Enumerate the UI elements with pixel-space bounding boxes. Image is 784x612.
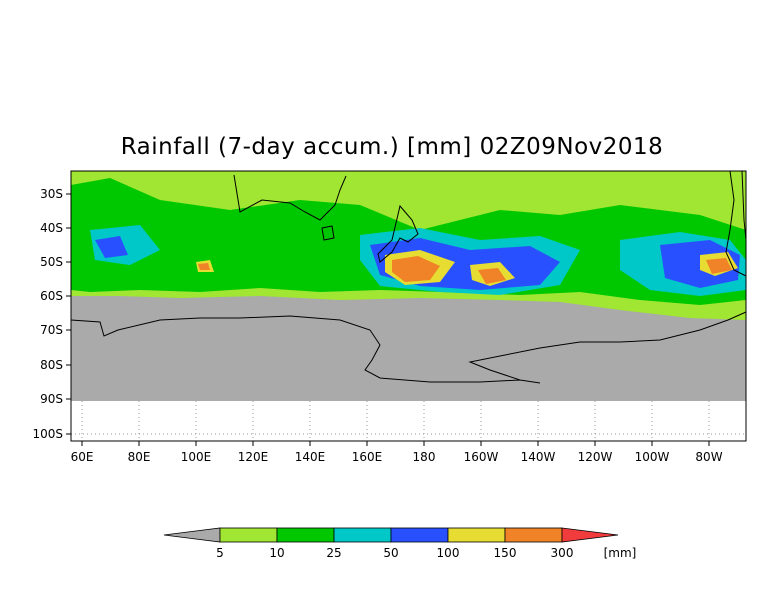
lon-label: 60E — [71, 450, 94, 464]
lon-label: 160E — [352, 450, 383, 464]
coastlines — [70, 170, 747, 384]
colorbar-level: 25 — [326, 546, 341, 560]
axis-ticks — [66, 193, 710, 446]
australia-coast — [233, 174, 347, 221]
colorbar-level: 50 — [383, 546, 398, 560]
graticule — [71, 401, 746, 441]
lon-label: 100W — [635, 450, 670, 464]
colorbar-swatch — [390, 527, 449, 543]
lat-labels: 30S 40S 50S 60S 70S 80S 90S 100S — [32, 187, 63, 441]
rainfall-field — [71, 171, 746, 320]
map-frame — [70, 170, 747, 442]
lon-label: 100E — [181, 450, 212, 464]
colorbar: 5 10 25 50 100 150 300 [mm] — [163, 527, 637, 560]
lon-label: 160W — [464, 450, 499, 464]
lat-label: 100S — [32, 427, 63, 441]
lat-label: 80S — [40, 358, 63, 372]
colorbar-low-triangle — [163, 527, 221, 543]
lon-labels: 60E 80E 100E 120E 140E 160E 180 160W 140… — [71, 450, 723, 464]
colorbar-level: 10 — [269, 546, 284, 560]
lon-label: 140W — [521, 450, 556, 464]
colorbar-swatch — [276, 527, 335, 543]
colorbar-level: 150 — [494, 546, 517, 560]
lon-label: 180 — [413, 450, 436, 464]
lon-label: 80W — [695, 450, 722, 464]
lat-label: 30S — [40, 187, 63, 201]
colorbar-swatch — [504, 527, 563, 543]
colorbar-level: 5 — [216, 546, 224, 560]
tasmania-coast — [321, 225, 335, 241]
antarctica-coast — [70, 311, 747, 384]
colorbar-swatch — [333, 527, 392, 543]
lon-label: 80E — [128, 450, 151, 464]
lat-label: 70S — [40, 323, 63, 337]
map-title: Rainfall (7-day accum.) [mm] 02Z09Nov201… — [120, 134, 664, 160]
colorbar-swatch — [219, 527, 278, 543]
lat-label: 40S — [40, 221, 63, 235]
lon-label: 120W — [578, 450, 613, 464]
new-zealand-coast — [377, 204, 419, 263]
lon-label: 120E — [238, 450, 269, 464]
colorbar-unit: [mm] — [604, 546, 637, 560]
south-america-coast — [725, 170, 747, 277]
lat-label: 50S — [40, 255, 63, 269]
lat-label: 60S — [40, 289, 63, 303]
colorbar-level: 300 — [551, 546, 574, 560]
colorbar-high-triangle — [561, 527, 619, 543]
colorbar-swatch — [447, 527, 506, 543]
lon-label: 140E — [295, 450, 326, 464]
colorbar-level: 100 — [437, 546, 460, 560]
lat-label: 90S — [40, 392, 63, 406]
